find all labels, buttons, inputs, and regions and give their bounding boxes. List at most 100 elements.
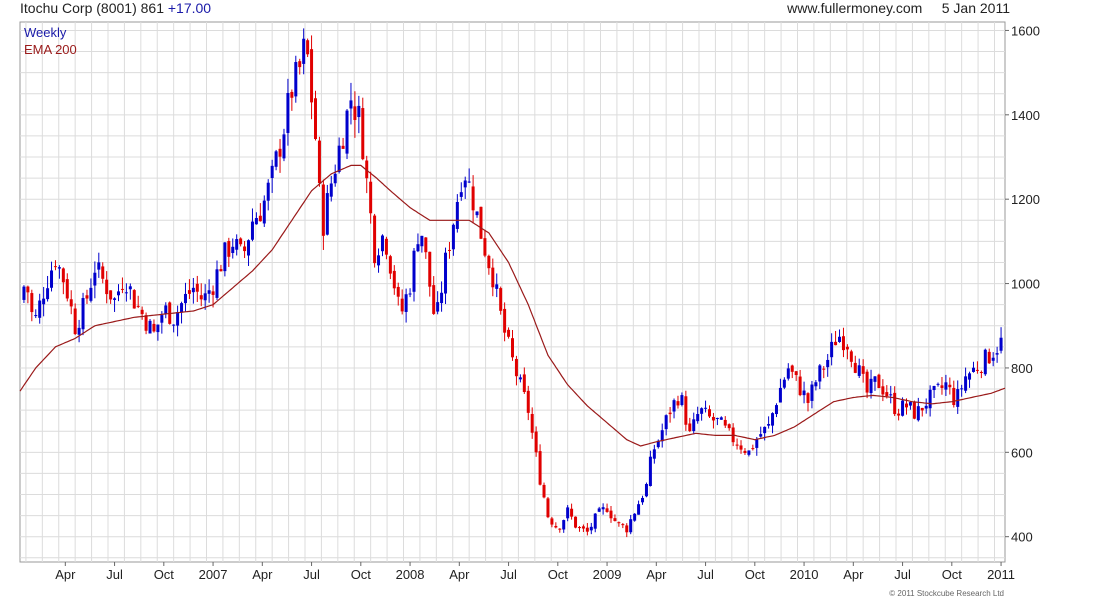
candle-body — [148, 320, 152, 334]
candle-body — [191, 287, 195, 293]
candle-body — [321, 184, 325, 236]
candle-body — [109, 290, 113, 300]
candles — [22, 28, 1003, 538]
candle-body — [317, 140, 321, 184]
candle-body — [995, 353, 999, 355]
candle-body — [97, 262, 101, 270]
candle-body — [254, 218, 258, 225]
candle-body — [704, 407, 708, 409]
candle-body — [920, 407, 924, 411]
candle-body — [239, 238, 243, 245]
candle-body — [688, 423, 692, 432]
candle-body — [562, 520, 566, 530]
gridlines — [20, 22, 1005, 562]
candle-body — [613, 518, 617, 521]
candle-body — [314, 98, 317, 140]
candle-body — [65, 279, 69, 299]
candle-body — [747, 450, 751, 455]
x-tick-label: Jul — [106, 567, 123, 582]
candle-body — [77, 327, 81, 335]
candle-body — [408, 293, 412, 295]
candle-body — [735, 444, 739, 446]
candle-body — [227, 241, 231, 257]
x-tick-label: 2008 — [396, 567, 425, 582]
candle-body — [873, 376, 877, 382]
candle-body — [834, 341, 838, 346]
candle-body — [487, 255, 491, 269]
candle-body — [278, 148, 282, 157]
candle-body — [893, 392, 897, 415]
candle-body — [404, 294, 408, 312]
x-tick-label: Apr — [252, 567, 273, 582]
x-tick-label: Jul — [303, 567, 320, 582]
candle-body — [711, 416, 715, 421]
candle-body — [274, 151, 278, 167]
candle-body — [869, 378, 873, 394]
candle-body — [810, 384, 814, 401]
x-tick-label: Oct — [942, 567, 963, 582]
candle-body — [341, 145, 345, 149]
x-tick-label: Oct — [351, 567, 372, 582]
candle-body — [979, 371, 983, 373]
candle-body — [219, 269, 223, 272]
candle-body — [22, 286, 26, 300]
candle-body — [514, 358, 518, 377]
candle-body — [349, 100, 353, 109]
candle-body — [223, 242, 227, 272]
x-tick-label: 2011 — [987, 567, 1015, 582]
candle-body — [262, 200, 266, 224]
candle-body — [93, 272, 97, 286]
legend-ema: EMA 200 — [24, 42, 77, 57]
candle-body — [964, 376, 968, 391]
candle-body — [719, 417, 723, 420]
candle-body — [144, 315, 148, 331]
candle-body — [625, 525, 629, 533]
x-tick-label: 2009 — [593, 567, 622, 582]
candle-body — [554, 525, 558, 528]
candle-body — [34, 315, 38, 317]
candle-body — [968, 373, 972, 380]
candle-body — [727, 424, 731, 429]
candle-body — [85, 295, 89, 299]
candle-body — [302, 38, 306, 64]
candle-body — [380, 235, 384, 252]
candle-body — [668, 412, 672, 415]
candle-body — [983, 349, 987, 375]
candle-body — [960, 388, 964, 390]
candle-body — [975, 369, 979, 371]
candle-body — [53, 266, 57, 268]
candle-body — [952, 387, 956, 406]
candle-body — [546, 498, 550, 518]
candle-body — [392, 270, 396, 289]
x-tick-label: Apr — [55, 567, 76, 582]
y-tick-label: 800 — [1011, 361, 1033, 376]
y-tick-label: 400 — [1011, 530, 1033, 545]
candle-body — [89, 287, 93, 301]
candle-body — [806, 393, 810, 403]
candle-body — [841, 336, 845, 351]
candle-body — [459, 192, 463, 197]
candle-body — [73, 308, 77, 335]
source-url[interactable]: www.fullermoney.com — [787, 0, 923, 16]
candle-body — [57, 267, 61, 269]
candle-body — [660, 430, 664, 442]
candle-body — [329, 183, 333, 197]
candle-body — [924, 405, 928, 409]
candle-body — [416, 244, 420, 252]
candle-body — [991, 357, 995, 361]
candle-body — [424, 237, 428, 253]
candle-body — [656, 440, 660, 448]
candle-body — [432, 285, 436, 314]
candle-body — [826, 359, 830, 368]
candle-body — [113, 298, 117, 300]
candle-body — [503, 308, 507, 333]
candle-body — [203, 293, 207, 301]
candle-body — [384, 238, 388, 255]
candle-body — [652, 449, 656, 459]
candle-body — [61, 268, 65, 283]
candle-body — [936, 383, 940, 385]
candle-body — [400, 298, 404, 312]
candle-body — [164, 305, 168, 314]
candle-body — [128, 286, 132, 290]
